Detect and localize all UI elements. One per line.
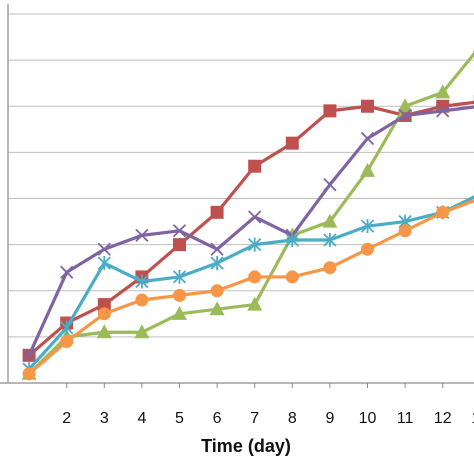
data-point [436,205,450,219]
gridlines [8,13,474,338]
series-line [28,199,474,375]
data-point [60,334,74,348]
data-point [172,269,187,284]
data-point [173,238,186,252]
x-tick-label: 2 [62,410,71,427]
data-point [210,205,224,219]
series-asterisk [22,188,474,377]
data-point [172,224,187,238]
series-triangle [21,50,474,380]
data-point [322,213,338,228]
data-point [360,162,375,177]
x-tick-label: 7 [250,410,259,427]
data-point [361,99,374,113]
x-tick-label: 6 [213,410,222,427]
data-point [248,270,262,284]
data-point [436,104,450,118]
data-point [361,242,374,256]
data-point [210,284,224,298]
data-point [97,242,111,256]
data-point [97,307,111,321]
data-point [173,288,186,302]
series-circle [22,196,474,381]
x-tick-label: 4 [137,410,146,427]
data-point [248,159,262,173]
data-point [172,305,187,320]
x-axis-title: Time (day) [201,436,291,456]
data-point [134,324,150,339]
data-point [209,301,225,316]
data-point [360,219,375,234]
data-point [22,367,36,381]
series-line [27,51,474,375]
data-point [210,256,224,271]
x-tick-label: 9 [325,410,334,427]
data-point [247,296,263,311]
data-point [398,224,412,238]
data-point [248,237,262,252]
series-group [21,50,474,381]
data-point [323,104,337,118]
data-point [210,242,224,256]
axes [0,4,474,384]
data-point [135,228,149,243]
data-point [60,265,74,279]
x-tick-label: 10 [359,410,377,427]
data-point [97,298,111,312]
data-point [135,293,149,307]
data-point [60,320,74,335]
data-point [97,256,111,271]
data-point [285,233,299,248]
data-point [435,84,451,99]
data-point [135,274,149,289]
x-tick-label: 11 [397,410,414,427]
x-tick-label: 13 [471,410,474,427]
data-point [398,108,412,123]
data-point [248,210,262,224]
series-line [27,105,474,356]
data-point [22,348,36,362]
data-point [397,98,413,113]
data-point [323,233,337,248]
data-point [285,136,299,150]
x-tick-labels: 2 3 4 5 6 7 8 9 10 11 12 13 [62,383,474,427]
data-point [285,270,299,284]
x-tick-label: 8 [288,410,297,427]
data-point [360,131,375,146]
x-tick-label: 12 [434,410,452,427]
data-point [96,324,112,339]
x-tick-label: 3 [100,410,109,427]
x-tick-label: 5 [175,410,184,427]
data-point [323,261,337,275]
data-point [323,178,337,192]
series-x [22,100,474,362]
